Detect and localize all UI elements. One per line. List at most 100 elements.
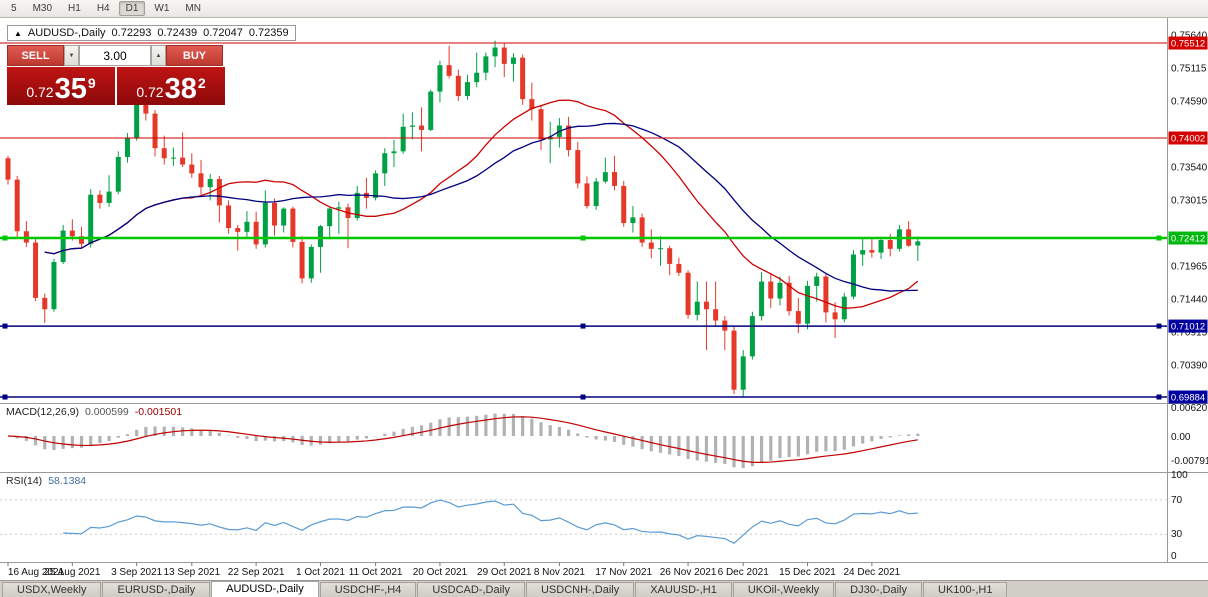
svg-text:17 Nov 2021: 17 Nov 2021	[595, 567, 652, 578]
svg-text:6 Dec 2021: 6 Dec 2021	[718, 567, 770, 578]
svg-text:70: 70	[1171, 495, 1183, 506]
chart-tab-usdcnh-daily[interactable]: USDCNH-,Daily	[525, 582, 635, 597]
chart-tab-eurusd-daily[interactable]: EURUSD-,Daily	[102, 582, 211, 597]
timeframe-button-H4[interactable]: H4	[90, 1, 117, 16]
chart-tab-xauusd-h1[interactable]: XAUUSD-,H1	[635, 582, 732, 597]
svg-text:0.74590: 0.74590	[1171, 97, 1208, 108]
svg-text:0: 0	[1171, 551, 1177, 562]
ohlc-low: 0.72047	[203, 27, 243, 39]
svg-text:0.00620: 0.00620	[1171, 403, 1208, 414]
sell-price-big: 35	[54, 73, 87, 105]
svg-text:1 Oct 2021: 1 Oct 2021	[296, 567, 345, 578]
triangle-down-icon: ▼	[68, 52, 75, 59]
rsi-title: RSI(14)	[6, 475, 43, 487]
chart-tab-audusd-daily[interactable]: AUDUSD-,Daily	[211, 581, 319, 597]
timeframe-toolbar: 5 M30 H1 H4 D1 W1 MN	[0, 0, 1208, 18]
chart-tab-ukoil-weekly[interactable]: UKOil-,Weekly	[732, 582, 835, 597]
macd-indicator	[7, 413, 920, 468]
svg-text:15 Dec 2021: 15 Dec 2021	[779, 567, 836, 578]
macd-title: MACD(12,26,9)	[6, 406, 79, 418]
svg-text:0.72412: 0.72412	[1171, 234, 1205, 245]
svg-text:0.69884: 0.69884	[1171, 393, 1205, 404]
rsi-indicator	[0, 499, 1167, 545]
candlestick-series	[5, 40, 921, 398]
chart-ohlc-header: ▲ AUDUSD-,Daily 0.72293 0.72439 0.72047 …	[7, 25, 296, 41]
svg-text:0.73540: 0.73540	[1171, 163, 1208, 174]
svg-text:22 Sep 2021: 22 Sep 2021	[228, 567, 285, 578]
svg-text:26 Nov 2021: 26 Nov 2021	[660, 567, 717, 578]
svg-text:3 Sep 2021: 3 Sep 2021	[111, 567, 163, 578]
chart-marker-icon: ▲	[14, 28, 22, 38]
volume-increase-button[interactable]: ▲	[151, 45, 166, 66]
volume-input[interactable]	[79, 45, 151, 66]
chart-symbol-label: AUDUSD-,Daily	[27, 27, 106, 39]
chart-tab-usdchf-h4[interactable]: USDCHF-,H4	[319, 582, 417, 597]
svg-text:100: 100	[1171, 470, 1188, 481]
timeframe-button-5[interactable]: 5	[4, 1, 24, 16]
svg-text:0.75115: 0.75115	[1171, 63, 1207, 74]
pane-separators	[0, 18, 1208, 563]
svg-text:-0.00791: -0.00791	[1171, 456, 1208, 467]
ma-slow-line	[44, 122, 918, 292]
svg-text:29 Oct 2021: 29 Oct 2021	[477, 567, 532, 578]
volume-decrease-button[interactable]: ▼	[64, 45, 79, 66]
svg-text:0.73015: 0.73015	[1171, 196, 1208, 207]
chart-tab-usdx-weekly[interactable]: USDX,Weekly	[2, 582, 102, 597]
svg-text:0.71965: 0.71965	[1171, 262, 1208, 273]
timeframe-button-M30[interactable]: M30	[26, 1, 59, 16]
svg-text:20 Oct 2021: 20 Oct 2021	[413, 567, 468, 578]
svg-text:24 Dec 2021: 24 Dec 2021	[844, 567, 901, 578]
buy-price-panel[interactable]: 0.72 38 2	[117, 67, 225, 105]
macd-axis[interactable]: 0.00620 0.00 -0.00791	[1171, 403, 1208, 467]
sell-button[interactable]: SELL	[7, 45, 64, 66]
sell-price-panel[interactable]: 0.72 35 9	[7, 67, 115, 105]
svg-text:0.70915: 0.70915	[1171, 328, 1208, 339]
timeframe-button-H1[interactable]: H1	[61, 1, 88, 16]
svg-text:0.71012: 0.71012	[1171, 322, 1205, 333]
horizontal-line-0.72412[interactable]	[0, 235, 1167, 241]
sell-price-sup: 9	[87, 75, 96, 91]
ohlc-open: 0.72293	[111, 27, 152, 39]
timeframe-button-MN[interactable]: MN	[178, 1, 208, 16]
buy-price-prefix: 0.72	[136, 84, 164, 100]
horizontal-line-0.69884[interactable]	[0, 394, 1167, 400]
svg-text:13 Sep 2021: 13 Sep 2021	[163, 567, 220, 578]
ohlc-high: 0.72439	[157, 27, 198, 39]
svg-text:0.74002: 0.74002	[1171, 134, 1205, 145]
triangle-up-icon: ▲	[155, 52, 162, 59]
svg-text:8 Nov 2021: 8 Nov 2021	[534, 567, 586, 578]
one-click-trading-panel: SELL ▼ ▲ BUY 0.72 35 9 0.72 38 2	[7, 45, 225, 105]
macd-indicator-label: MACD(12,26,9) 0.000599 -0.001501	[6, 406, 182, 418]
buy-price-big: 38	[164, 73, 197, 105]
price-axis[interactable]: 0.75640 0.75115 0.74590 0.73540 0.73015 0.719…	[1168, 30, 1208, 404]
chart-tab-dj30-daily[interactable]: DJ30-,Daily	[835, 582, 923, 597]
svg-text:0.71440: 0.71440	[1171, 295, 1208, 306]
macd-main-value: 0.000599	[84, 406, 129, 418]
svg-text:30: 30	[1171, 529, 1183, 540]
chart-tabs-bar: USDX,Weekly EURUSD-,Daily AUDUSD-,Daily USD…	[0, 580, 1208, 597]
chart-tab-usdcad-daily[interactable]: USDCAD-,Daily	[417, 582, 525, 597]
timeframe-button-D1[interactable]: D1	[118, 1, 146, 16]
svg-text:0.70390: 0.70390	[1171, 361, 1208, 372]
horizontal-line-0.71012[interactable]	[0, 323, 1167, 329]
rsi-value: 58.1384	[48, 475, 87, 487]
svg-text:25 Aug 2021: 25 Aug 2021	[44, 567, 101, 578]
rsi-indicator-label: RSI(14) 58.1384	[6, 475, 86, 487]
svg-text:0.00: 0.00	[1171, 432, 1191, 443]
svg-text:11 Oct 2021: 11 Oct 2021	[349, 567, 403, 578]
ohlc-close: 0.72359	[248, 27, 289, 39]
timeframe-button-W1[interactable]: W1	[147, 1, 176, 16]
svg-text:0.75512: 0.75512	[1171, 39, 1205, 50]
sell-price-prefix: 0.72	[26, 84, 54, 100]
buy-price-sup: 2	[197, 75, 206, 91]
svg-text:0.75640: 0.75640	[1171, 30, 1208, 41]
buy-button[interactable]: BUY	[166, 45, 223, 66]
macd-signal-value: -0.001501	[134, 406, 183, 418]
rsi-axis[interactable]: 100 70 30 0	[1171, 470, 1188, 562]
ma-fast-line	[44, 99, 919, 309]
chart-tab-uk100-h1[interactable]: UK100-,H1	[923, 582, 1008, 597]
svg-text:16 Aug 2021: 16 Aug 2021	[8, 567, 65, 578]
